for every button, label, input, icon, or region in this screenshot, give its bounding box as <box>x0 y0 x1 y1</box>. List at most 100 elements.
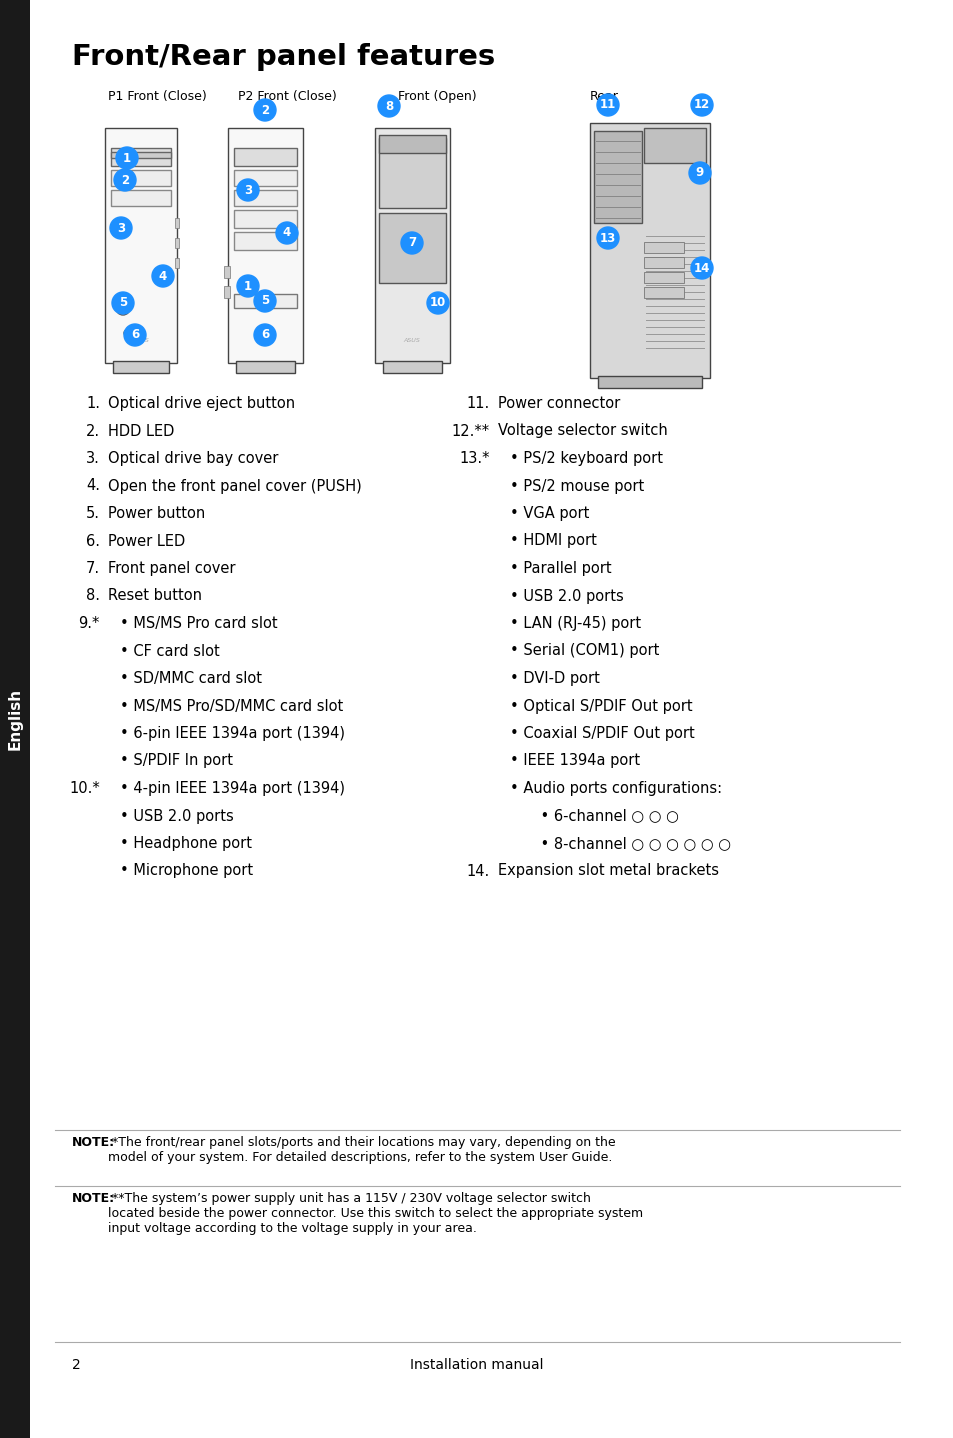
Text: Reset button: Reset button <box>108 588 202 604</box>
Text: ASUS: ASUS <box>256 338 274 344</box>
Text: Optical drive eject button: Optical drive eject button <box>108 395 294 411</box>
Text: 5.: 5. <box>86 506 100 521</box>
Bar <box>233 170 296 186</box>
Circle shape <box>688 162 710 184</box>
Text: 4: 4 <box>159 269 167 282</box>
Text: 4.: 4. <box>86 479 100 493</box>
Bar <box>105 128 177 362</box>
Text: NOTE:: NOTE: <box>71 1136 115 1149</box>
Bar <box>594 131 641 223</box>
Bar <box>643 257 683 267</box>
Text: 8.: 8. <box>86 588 100 604</box>
Circle shape <box>597 93 618 116</box>
Text: 3.: 3. <box>86 452 100 466</box>
Text: • Microphone port: • Microphone port <box>120 863 253 879</box>
Bar <box>224 286 230 298</box>
Text: HDD LED: HDD LED <box>108 424 174 439</box>
Text: 9.*: 9.* <box>78 615 100 631</box>
Bar <box>598 375 701 388</box>
Text: P2 Front (Close): P2 Front (Close) <box>237 91 336 104</box>
Bar <box>233 148 296 165</box>
Text: NOTE:: NOTE: <box>71 1192 115 1205</box>
Text: 5: 5 <box>260 295 269 308</box>
Text: • VGA port: • VGA port <box>510 506 589 521</box>
Text: 14.: 14. <box>466 863 490 879</box>
Text: • Parallel port: • Parallel port <box>510 561 611 577</box>
Bar <box>382 361 441 372</box>
Text: Installation manual: Installation manual <box>410 1357 543 1372</box>
Bar <box>235 361 294 372</box>
Text: 10.*: 10.* <box>70 781 100 797</box>
Circle shape <box>236 178 258 201</box>
Text: 6.: 6. <box>86 533 100 548</box>
Text: Optical drive bay cover: Optical drive bay cover <box>108 452 278 466</box>
Text: 6: 6 <box>260 328 269 341</box>
Text: 1.: 1. <box>86 395 100 411</box>
Bar <box>224 266 230 278</box>
Text: • DVI-D port: • DVI-D port <box>510 672 599 686</box>
Bar <box>375 128 450 362</box>
Text: 7.: 7. <box>86 561 100 577</box>
Text: Power connector: Power connector <box>497 395 619 411</box>
Text: 13.*: 13.* <box>459 452 490 466</box>
Bar <box>233 190 296 206</box>
Text: • 4-pin IEEE 1394a port (1394): • 4-pin IEEE 1394a port (1394) <box>120 781 345 797</box>
Bar <box>228 128 303 362</box>
Bar <box>111 152 171 158</box>
Text: Front (Open): Front (Open) <box>397 91 476 104</box>
Text: 3: 3 <box>117 221 125 234</box>
Circle shape <box>116 147 138 170</box>
Bar <box>643 128 705 162</box>
Circle shape <box>110 217 132 239</box>
Circle shape <box>236 275 258 298</box>
Circle shape <box>112 292 133 313</box>
Circle shape <box>116 301 130 315</box>
Bar <box>378 135 446 152</box>
Text: 2: 2 <box>71 1357 81 1372</box>
Text: Power LED: Power LED <box>108 533 185 548</box>
Text: Front/Rear panel features: Front/Rear panel features <box>71 43 495 70</box>
Text: • 6-channel ○ ○ ○: • 6-channel ○ ○ ○ <box>521 808 679 824</box>
Text: • SD/MMC card slot: • SD/MMC card slot <box>120 672 262 686</box>
Text: **The system’s power supply unit has a 115V / 230V voltage selector switch
locat: **The system’s power supply unit has a 1… <box>108 1192 642 1235</box>
Text: • Coaxial S/PDIF Out port: • Coaxial S/PDIF Out port <box>510 726 694 741</box>
Bar <box>643 288 683 298</box>
Text: • PS/2 keyboard port: • PS/2 keyboard port <box>510 452 662 466</box>
Circle shape <box>253 99 275 121</box>
Bar <box>643 272 683 283</box>
Text: 5: 5 <box>119 296 127 309</box>
Text: • Audio ports configurations:: • Audio ports configurations: <box>510 781 721 797</box>
Text: English: English <box>8 687 23 751</box>
Circle shape <box>152 265 173 288</box>
Text: Front panel cover: Front panel cover <box>108 561 235 577</box>
Text: • 6-pin IEEE 1394a port (1394): • 6-pin IEEE 1394a port (1394) <box>120 726 345 741</box>
Text: Power button: Power button <box>108 506 205 521</box>
Text: Voltage selector switch: Voltage selector switch <box>497 424 667 439</box>
Text: ASUS: ASUS <box>132 338 150 344</box>
Text: • PS/2 mouse port: • PS/2 mouse port <box>510 479 643 493</box>
Bar <box>174 257 179 267</box>
Text: 8: 8 <box>384 99 393 112</box>
Bar <box>233 210 296 229</box>
Circle shape <box>400 232 422 255</box>
Text: 3: 3 <box>244 184 252 197</box>
Text: 2.: 2. <box>86 424 100 439</box>
Text: • CF card slot: • CF card slot <box>120 643 219 659</box>
Circle shape <box>124 329 130 336</box>
Text: 6: 6 <box>131 328 139 341</box>
Bar <box>111 170 171 186</box>
Bar <box>378 213 446 283</box>
Text: 2: 2 <box>121 174 129 187</box>
Text: • HDMI port: • HDMI port <box>510 533 597 548</box>
Text: 13: 13 <box>599 232 616 244</box>
Text: • MS/MS Pro/SD/MMC card slot: • MS/MS Pro/SD/MMC card slot <box>120 699 343 713</box>
Text: 11.: 11. <box>466 395 490 411</box>
Bar <box>111 190 171 206</box>
Bar <box>0 0 30 1438</box>
Text: 7: 7 <box>408 236 416 250</box>
Text: • LAN (RJ-45) port: • LAN (RJ-45) port <box>510 615 640 631</box>
Text: 9: 9 <box>695 167 703 180</box>
Bar <box>378 138 446 209</box>
Text: 1: 1 <box>244 279 252 292</box>
Text: • IEEE 1394a port: • IEEE 1394a port <box>510 754 639 768</box>
